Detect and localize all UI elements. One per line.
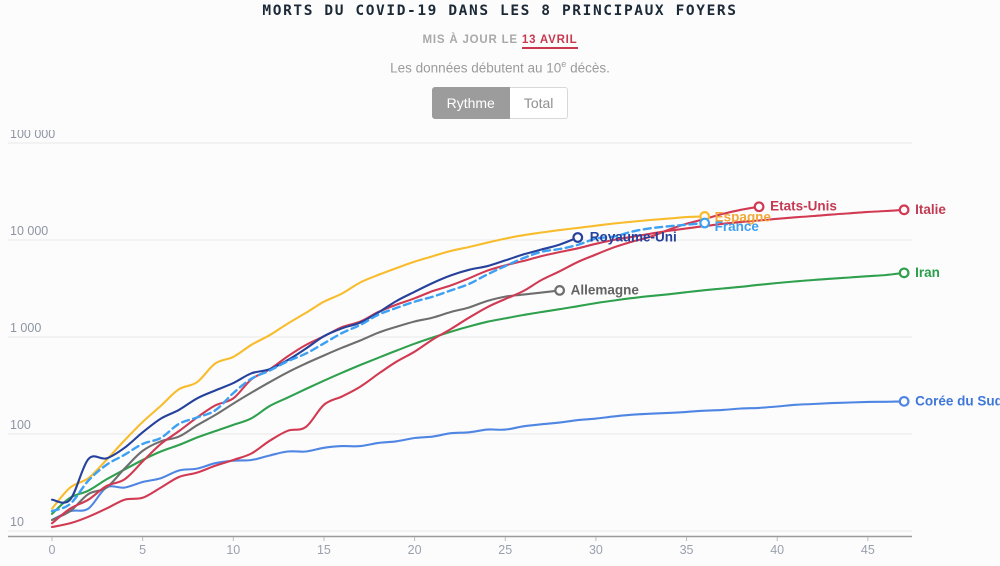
series-label-espagne: Espagne — [715, 209, 772, 224]
note-prefix: Les données débutent au 10 — [390, 60, 562, 76]
series-marker-allemagne — [554, 285, 566, 296]
series-marker-etats-unis — [753, 201, 765, 213]
series-label-italie: Italie — [915, 202, 946, 217]
series-marker-iran — [898, 267, 910, 279]
x-axis-tick-label: 0 — [49, 543, 56, 557]
y-axis-label: 10 — [10, 515, 24, 529]
toggle-total-button[interactable]: Total — [509, 86, 569, 119]
y-axis-label: 1 000 — [10, 321, 41, 335]
updated-line: MIS À JOUR LE 13 AVRIL — [0, 34, 1000, 49]
series-line-espagne — [50, 215, 706, 510]
x-axis-tick-label: 40 — [770, 543, 784, 557]
x-axis-tick-label: 10 — [226, 543, 240, 557]
series-line-royaume-uni — [50, 236, 579, 504]
series-line-coree-du-sud — [50, 400, 906, 521]
y-axis-label: 100 000 — [10, 130, 55, 141]
series-line-etats-unis — [50, 205, 761, 529]
view-toggle: Rythme Total — [0, 86, 1000, 119]
x-axis-tick-label: 35 — [680, 543, 694, 557]
series-line-iran — [50, 271, 906, 515]
chart-header: MORTS DU COVID-19 DANS LES 8 PRINCIPAUX … — [0, 0, 1000, 119]
updated-prefix: MIS À JOUR LE — [422, 34, 518, 46]
note-suffix: décès. — [566, 60, 610, 76]
series-marker-italie — [898, 204, 910, 216]
series-marker-coree-du-sud — [898, 395, 910, 407]
x-axis-tick-label: 25 — [498, 543, 512, 557]
updated-date-link[interactable]: 13 AVRIL — [521, 34, 578, 49]
data-note: Les données débutent au 10e décès. — [0, 59, 1000, 76]
page-title: MORTS DU COVID-19 DANS LES 8 PRINCIPAUX … — [262, 3, 738, 19]
toggle-rythme-button[interactable]: Rythme — [431, 86, 510, 119]
x-axis-tick-label: 30 — [589, 543, 603, 557]
series-line-allemagne — [50, 289, 561, 521]
y-axis-label: 10 000 — [10, 224, 48, 238]
x-axis-tick-label: 20 — [408, 543, 422, 557]
chart-svg: 10 100 1 000 10 000 100 000 0 5 10 15 20 25 30 35 40 4… — [8, 127, 1000, 557]
series-label-allemagne: Allemagne — [571, 282, 640, 297]
y-axis-label: 100 — [10, 418, 31, 432]
series-line-france — [50, 221, 706, 513]
x-axis-tick-label: 5 — [139, 543, 146, 557]
line-chart: 10 100 1 000 10 000 100 000 0 5 10 15 20 25 30 35 40 4… — [0, 127, 1000, 561]
x-axis-tick-label: 45 — [861, 543, 875, 557]
series-label-etats-unis: Etats-Unis — [770, 199, 837, 214]
series-label-coree-du-sud: Corée du Sud — [915, 393, 1000, 408]
series-label-france: France — [715, 219, 760, 234]
x-axis-tick-label: 15 — [317, 543, 331, 557]
series-label-iran: Iran — [915, 265, 940, 280]
series-marker-france — [699, 217, 711, 229]
series-marker-royaume-uni — [572, 232, 584, 243]
note-superscript: e — [561, 59, 567, 69]
series-label-royaume-uni: Royaume-Uni — [590, 229, 677, 244]
